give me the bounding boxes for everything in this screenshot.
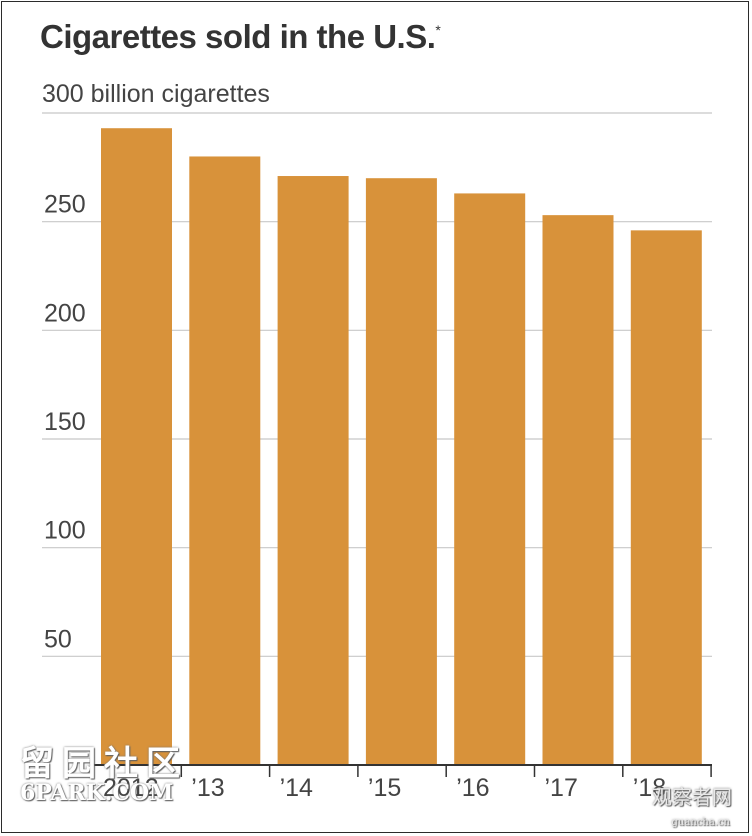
bar-’17 xyxy=(542,215,614,765)
y-tick-250: 250 xyxy=(44,191,86,219)
bar-’16 xyxy=(454,193,526,765)
bar-’13 xyxy=(189,156,261,765)
watermark-site-url: guancha.cn xyxy=(671,817,730,828)
x-tick-0: 2012 xyxy=(103,774,159,802)
y-tick-200: 200 xyxy=(44,299,86,327)
bar-’15 xyxy=(365,178,437,765)
x-tick-6: ’18 xyxy=(633,774,666,802)
y-tick-150: 150 xyxy=(44,408,86,436)
bar-2012 xyxy=(101,128,172,766)
y-tick-100: 100 xyxy=(44,517,86,545)
x-tick-1: ’13 xyxy=(191,774,224,802)
watermark-forum-url: 6PARK.COM xyxy=(20,780,174,806)
x-tick-labels: 2012 ’13 ’14 ’15 ’16 ’17 ’18 xyxy=(103,774,666,802)
chart-title: Cigarettes sold in the U.S.* xyxy=(40,18,441,55)
x-axis xyxy=(90,764,712,777)
bar-’18 xyxy=(630,230,702,766)
bar-’14 xyxy=(277,176,349,765)
x-tick-5: ’17 xyxy=(545,774,578,802)
bars xyxy=(101,128,702,766)
x-tick-2: ’14 xyxy=(280,774,313,802)
x-tick-4: ’16 xyxy=(456,774,489,802)
y-tick-labels: 50 100 150 200 250 xyxy=(44,191,86,654)
title-footnote-mark: * xyxy=(435,22,441,38)
watermark-forum-cn: 留园社区 xyxy=(20,744,188,784)
y-tick-50: 50 xyxy=(44,625,72,653)
x-tick-3: ’15 xyxy=(368,774,401,802)
watermark-site-cn: 观察者网 xyxy=(652,785,732,809)
y-axis-label: 300 billion cigarettes xyxy=(42,80,270,108)
